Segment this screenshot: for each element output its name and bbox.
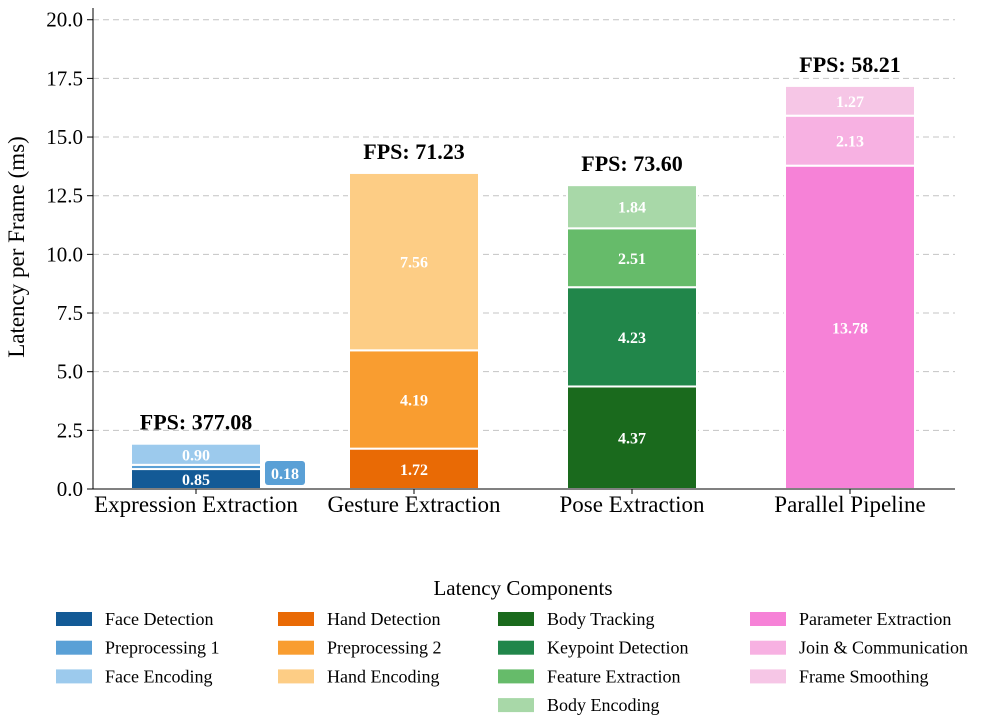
bar-segment-parameter-extraction bbox=[784, 164, 916, 491]
legend-swatch bbox=[278, 640, 314, 655]
bar-segment-body-encoding bbox=[566, 184, 698, 230]
value-label: 0.85 bbox=[182, 472, 210, 489]
y-tick-label: 5.0 bbox=[57, 360, 83, 384]
x-tick-label: Expression Extraction bbox=[94, 492, 298, 517]
bar-segment-preprocessing-2 bbox=[348, 349, 480, 450]
y-tick-label: 7.5 bbox=[57, 301, 83, 325]
value-label: 7.56 bbox=[400, 255, 428, 272]
value-label: 1.27 bbox=[836, 94, 864, 111]
fps-label: FPS: 58.21 bbox=[799, 52, 900, 77]
legend-swatch bbox=[498, 698, 534, 713]
x-tick-label: Parallel Pipeline bbox=[774, 492, 925, 517]
legend-item-label: Feature Extraction bbox=[547, 666, 680, 686]
legend-item-label: Body Tracking bbox=[547, 609, 655, 629]
fps-label: FPS: 377.08 bbox=[140, 410, 252, 435]
x-tick-label: Pose Extraction bbox=[560, 492, 705, 517]
value-label: 13.78 bbox=[832, 320, 868, 337]
value-label: 4.23 bbox=[618, 330, 646, 347]
legend-item-label: Preprocessing 2 bbox=[327, 638, 441, 658]
bar-segment-frame-smoothing bbox=[784, 84, 916, 117]
legend-swatch bbox=[498, 612, 534, 626]
fps-label: FPS: 71.23 bbox=[363, 139, 464, 164]
legend-swatch bbox=[56, 669, 92, 684]
legend-swatch bbox=[498, 669, 534, 684]
axes: 0.0 2.5 5.0 7.5 10.0 12.5 15.0 17.5 20.0 Expressi… bbox=[46, 8, 955, 517]
legend-swatch bbox=[750, 640, 786, 655]
bar-segment-join-communication bbox=[784, 114, 916, 167]
legend-item-label: Face Encoding bbox=[105, 666, 212, 686]
bar-segment-hand-detection bbox=[348, 447, 480, 490]
legend-item-label: Body Encoding bbox=[547, 695, 660, 715]
y-tick-label: 17.5 bbox=[46, 66, 83, 90]
bar-segment-body-tracking bbox=[566, 385, 698, 490]
y-tick-label: 10.0 bbox=[46, 242, 83, 266]
value-label: 2.13 bbox=[836, 134, 864, 151]
legend-item-label: Preprocessing 1 bbox=[105, 638, 219, 658]
legend-item-label: Hand Encoding bbox=[327, 666, 439, 686]
value-label: 1.84 bbox=[618, 200, 646, 217]
value-label: 4.19 bbox=[400, 392, 428, 409]
legend-item-label: Join & Communication bbox=[799, 638, 968, 658]
value-label: 0.90 bbox=[182, 447, 210, 464]
bar-segment-face-encoding bbox=[130, 442, 262, 466]
legend-swatch bbox=[750, 612, 786, 626]
legend-swatch bbox=[278, 669, 314, 684]
value-label: 1.72 bbox=[400, 462, 428, 479]
legend-item-label: Keypoint Detection bbox=[547, 638, 688, 658]
legend-item-label: Frame Smoothing bbox=[799, 666, 929, 686]
legend-swatch bbox=[278, 612, 314, 626]
value-callout-box bbox=[265, 460, 305, 485]
fps-label: FPS: 73.60 bbox=[581, 151, 682, 176]
legend-swatch bbox=[56, 612, 92, 626]
value-label: 4.37 bbox=[618, 431, 646, 448]
y-tick-label: 2.5 bbox=[57, 418, 83, 442]
y-tick-label: 15.0 bbox=[46, 125, 83, 149]
legend-item-label: Parameter Extraction bbox=[799, 609, 951, 629]
legend: Latency Components Face Detection Preproc… bbox=[56, 576, 968, 715]
value-label: 2.51 bbox=[618, 251, 646, 268]
bars: 0.85 0.18 0.90 FPS: 377.08 1.72 4.19 7.56 FPS: … bbox=[130, 52, 916, 491]
x-tick-label: Gesture Extraction bbox=[327, 492, 501, 517]
y-tick-label: 12.5 bbox=[46, 184, 83, 208]
legend-item-label: Face Detection bbox=[105, 609, 213, 629]
legend-item-label: Hand Detection bbox=[327, 609, 440, 629]
y-tick-label: 20.0 bbox=[46, 8, 83, 32]
legend-swatch bbox=[56, 640, 92, 655]
legend-title: Latency Components bbox=[433, 576, 612, 600]
y-axis-label: Latency per Frame (ms) bbox=[4, 136, 29, 358]
bar-segment-hand-encoding bbox=[348, 171, 480, 352]
y-tick-label: 0.0 bbox=[57, 477, 83, 501]
legend-swatch bbox=[750, 669, 786, 684]
value-label: 0.18 bbox=[271, 466, 299, 483]
legend-swatch bbox=[498, 640, 534, 655]
gridlines bbox=[93, 19, 955, 490]
